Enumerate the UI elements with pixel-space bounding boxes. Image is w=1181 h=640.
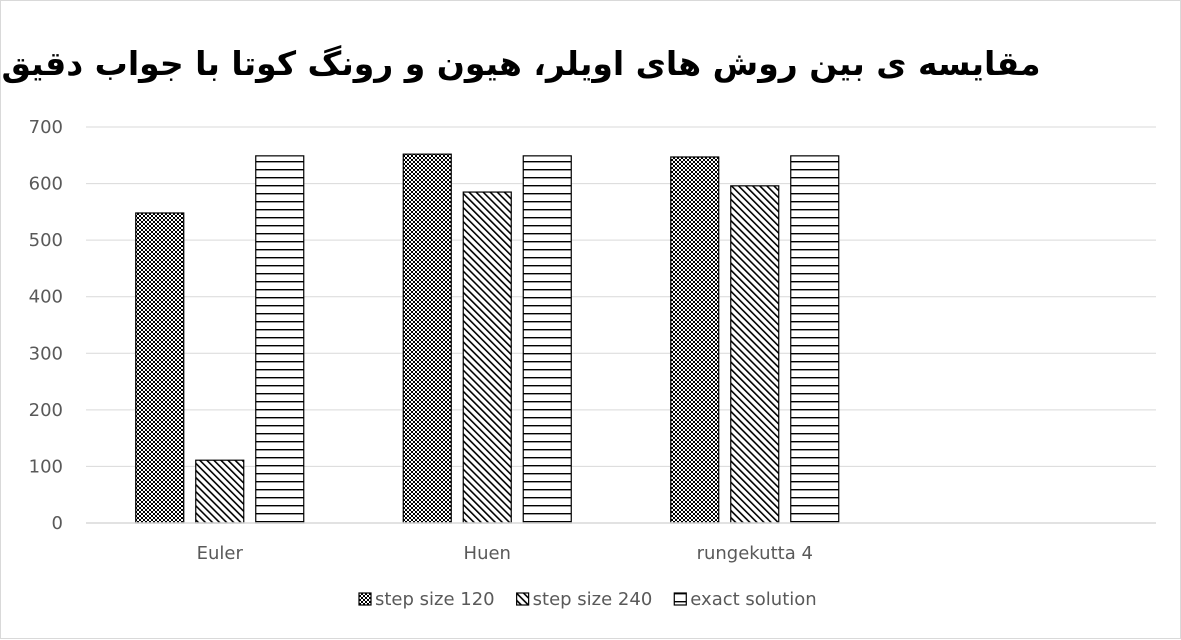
y-tick-label: 100 [29,456,63,477]
legend: step size 120 step size 240 exact solution [358,589,817,610]
gridlines [86,126,1156,467]
y-tick-label: 200 [29,400,63,421]
bar [730,185,780,524]
bar [402,153,452,524]
x-axis: Euler Huen rungekutta 4 [86,522,1156,564]
bar [670,156,720,524]
y-tick-label: 0 [52,513,63,534]
bar [135,212,185,524]
bars [135,153,840,524]
x-category-label: Huen [464,543,511,564]
y-tick-label: 500 [29,230,63,251]
y-tick-label: 400 [29,287,63,308]
bar [195,459,245,524]
legend-label: step size 120 [375,589,495,610]
legend-label: step size 240 [533,589,653,610]
bar [790,155,840,524]
y-tick-label: 700 [29,117,63,138]
y-tick-label: 600 [29,174,63,195]
bar [255,155,305,524]
bar [522,155,572,524]
legend-swatch [358,592,372,606]
x-category-label: Euler [197,543,244,564]
x-category-label: rungekutta 4 [697,543,813,564]
legend-label: exact solution [690,589,816,610]
bar [462,191,512,524]
chart-title: مقایسه ی بین روش های اویلر، هیون و رونگ … [1,44,1040,84]
y-axis-tick-labels: 0 100 200 300 400 500 600 700 [29,117,63,534]
legend-swatch [516,592,530,606]
legend-swatch [673,592,687,606]
y-tick-label: 300 [29,343,63,364]
